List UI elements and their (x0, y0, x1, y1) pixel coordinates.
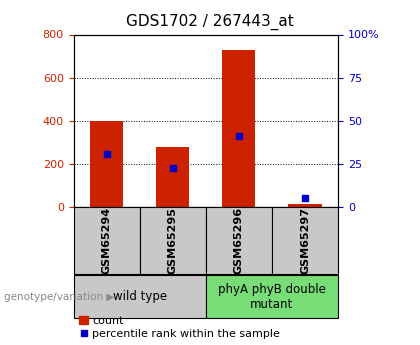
Legend: count, percentile rank within the sample: count, percentile rank within the sample (79, 316, 280, 339)
Text: GSM65295: GSM65295 (168, 207, 178, 274)
Bar (289, 204, 322, 207)
Bar (222, 50, 255, 207)
Text: GSM65296: GSM65296 (234, 207, 244, 274)
Text: wild type: wild type (113, 290, 167, 303)
Text: phyA phyB double
mutant: phyA phyB double mutant (218, 283, 326, 311)
Bar (90, 121, 123, 207)
Text: genotype/variation ▶: genotype/variation ▶ (4, 292, 115, 302)
Bar (74, 207, 139, 274)
Bar (156, 147, 189, 207)
Bar (139, 207, 206, 274)
Bar (74, 275, 206, 318)
Text: GSM65294: GSM65294 (102, 207, 112, 274)
Text: GDS1702 / 267443_at: GDS1702 / 267443_at (126, 14, 294, 30)
Bar (206, 275, 338, 318)
Text: GSM65297: GSM65297 (300, 207, 310, 274)
Bar (272, 207, 338, 274)
Bar (206, 207, 272, 274)
